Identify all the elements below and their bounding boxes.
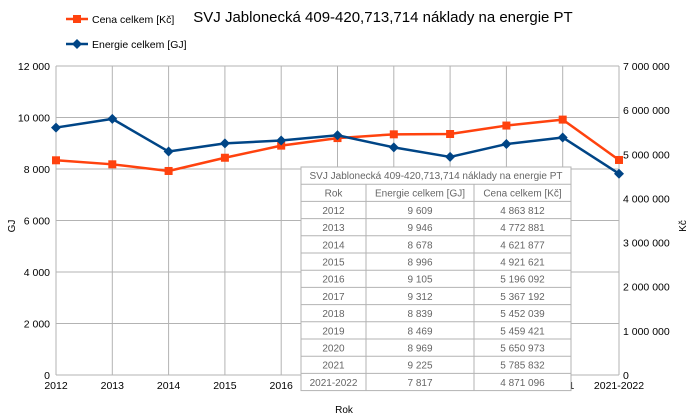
table-cell: 9 312 — [407, 292, 432, 303]
table-cell: 2016 — [322, 275, 345, 286]
table-cell: 2020 — [322, 344, 345, 355]
y-left-tick-label: 8 000 — [24, 164, 50, 176]
y-right-tick-label: 7 000 000 — [623, 61, 670, 73]
data-point-cena — [52, 156, 60, 165]
table-header-cell: Rok — [325, 189, 344, 200]
legend-marker — [72, 39, 82, 49]
y-left-tick-label: 4 000 — [24, 267, 50, 279]
table-cell: 2021-2022 — [310, 378, 358, 389]
table-cell: 5 459 421 — [500, 326, 545, 337]
legend-label: Cena celkem [Kč] — [92, 14, 174, 26]
y-right-tick-label: 3 000 000 — [623, 238, 670, 250]
table-header-cell: Cena celkem [Kč] — [483, 189, 562, 200]
table-cell: 8 469 — [407, 326, 432, 337]
data-point-cena — [615, 155, 623, 164]
table-cell: 4 863 812 — [500, 206, 545, 217]
table-cell: 5 452 039 — [500, 309, 545, 320]
data-point-cena — [558, 115, 567, 124]
y-right-tick-label: 0 — [623, 370, 629, 382]
y-axis-right-title: Kč — [678, 220, 689, 232]
table-cell: 2012 — [322, 206, 345, 217]
data-point-energie — [614, 168, 624, 179]
data-point-energie — [163, 146, 174, 157]
data-point-energie — [501, 139, 512, 150]
data-point-energie — [557, 132, 568, 143]
data-point-cena — [108, 160, 117, 169]
y-right-tick-label: 1 000 000 — [623, 326, 670, 338]
legend: Cena celkem [Kč] Energie celkem [GJ] — [66, 14, 187, 51]
table-cell: 8 969 — [407, 344, 432, 355]
table-cell: 2019 — [322, 326, 345, 337]
data-point-cena — [389, 130, 398, 139]
table-title: SVJ Jablonecká 409-420,713,714 náklady n… — [310, 171, 563, 182]
table-cell: 5 367 192 — [500, 292, 545, 303]
y-right-tick-label: 5 000 000 — [623, 149, 670, 161]
table-cell: 9 105 — [407, 275, 432, 286]
x-tick-label: 2014 — [157, 380, 181, 392]
data-point-energie — [445, 151, 456, 162]
x-axis-title: Rok — [335, 405, 354, 416]
data-point-energie — [107, 113, 118, 124]
y-left-tick-label: 10 000 — [18, 113, 50, 125]
table-header-cell: Energie celkem [GJ] — [375, 189, 465, 200]
data-point-energie — [388, 142, 399, 153]
x-tick-label: 2021-2022 — [594, 380, 644, 392]
table-cell: 2014 — [322, 240, 345, 251]
data-table: SVJ Jablonecká 409-420,713,714 náklady n… — [300, 166, 572, 392]
legend-label: Energie celkem [GJ] — [92, 39, 187, 51]
y-left-tick-label: 0 — [44, 370, 50, 382]
table-cell: 4 772 881 — [500, 223, 545, 234]
data-point-cena — [502, 121, 511, 130]
legend-marker — [73, 15, 81, 23]
table-cell: 2015 — [322, 258, 345, 269]
series-layer — [51, 113, 624, 179]
table-cell: 7 817 — [407, 378, 432, 389]
data-point-cena — [164, 166, 173, 175]
data-point-cena — [220, 153, 229, 162]
table-cell: 4 921 621 — [500, 258, 545, 269]
table-cell: 2013 — [322, 223, 345, 234]
table-cell: 4 871 096 — [500, 378, 545, 389]
y-axis-left-title: GJ — [7, 220, 18, 233]
table-cell: 2021 — [322, 361, 345, 372]
y-left-tick-label: 12 000 — [18, 61, 50, 73]
table-cell: 9 225 — [407, 361, 432, 372]
table-cell: 4 621 877 — [500, 240, 545, 251]
data-point-energie — [276, 135, 287, 146]
y-left-tick-label: 6 000 — [24, 216, 50, 228]
table-cell: 5 196 092 — [500, 275, 545, 286]
table-cell: 9 946 — [407, 223, 432, 234]
data-point-energie — [51, 122, 61, 133]
x-tick-label: 2013 — [101, 380, 125, 392]
table-cell: 8 996 — [407, 258, 432, 269]
table-cell: 9 609 — [407, 206, 432, 217]
x-tick-label: 2016 — [270, 380, 294, 392]
data-point-energie — [219, 138, 230, 149]
table-cell: 5 785 832 — [500, 361, 545, 372]
y-left-tick-label: 2 000 — [24, 319, 50, 331]
y-right-tick-label: 4 000 000 — [623, 193, 670, 205]
table-cell: 2017 — [322, 292, 345, 303]
data-point-cena — [277, 141, 286, 150]
table-cell: 8 678 — [407, 240, 432, 251]
data-point-energie — [332, 130, 343, 141]
y-right-tick-label: 6 000 000 — [623, 105, 670, 117]
x-tick-label: 2015 — [213, 380, 237, 392]
x-tick-label: 2012 — [44, 380, 68, 392]
table-background — [300, 166, 572, 392]
table-cell: 5 650 973 — [500, 344, 545, 355]
table-cell: 2018 — [322, 309, 345, 320]
data-point-cena — [446, 130, 455, 139]
y-right-tick-label: 2 000 000 — [623, 282, 670, 294]
chart-title: SVJ Jablonecká 409-420,713,714 náklady n… — [193, 9, 572, 26]
table-cell: 8 839 — [407, 309, 432, 320]
